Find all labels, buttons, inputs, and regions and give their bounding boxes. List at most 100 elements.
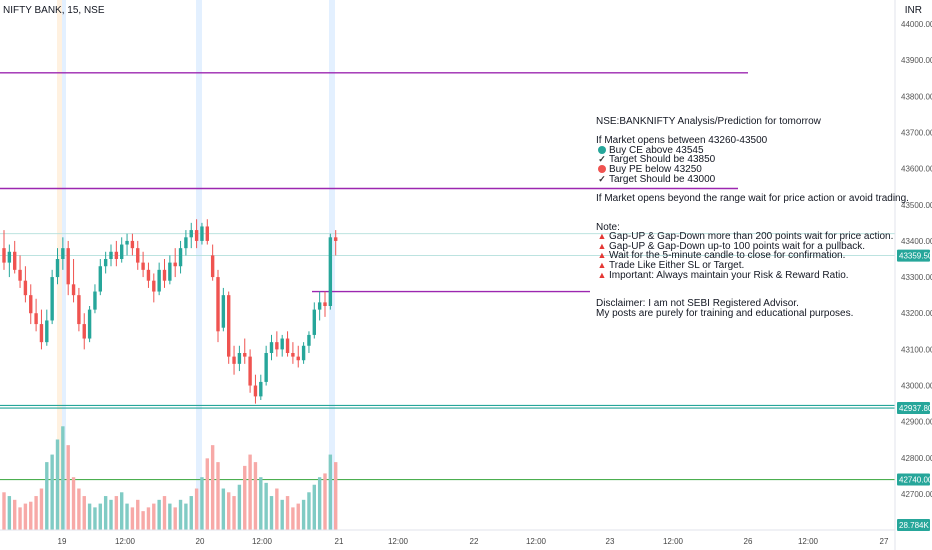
candle-body [66, 248, 70, 285]
candle-body [61, 248, 65, 259]
volume-bar [280, 499, 284, 530]
volume-bar [189, 496, 193, 530]
price-tick-label: 43500.00 [901, 201, 932, 210]
candle-body [243, 353, 247, 357]
volume-bar [210, 445, 215, 530]
volume-bar [120, 492, 124, 530]
volume-bar [317, 477, 322, 530]
price-tick-label: 42700.00 [901, 490, 932, 499]
volume-bar [93, 507, 97, 530]
volume-bar [82, 496, 86, 530]
volume-bar [205, 458, 209, 530]
candle-body [34, 313, 38, 325]
volume-bar [200, 477, 204, 530]
note-buy-ce: Buy CE above 43545 [596, 145, 909, 156]
time-tick-label: 27 [880, 537, 889, 546]
green-circle-icon [598, 145, 606, 154]
candle-body [248, 356, 252, 386]
warning-icon: ▲ [597, 250, 607, 261]
time-tick-label: 26 [744, 537, 753, 546]
candle-body [296, 356, 300, 361]
time-tick-label: 12:00 [388, 537, 409, 546]
volume-bar [34, 496, 38, 530]
note-item-1: ▲ Gap-UP & Gap-Down more than 200 points … [597, 231, 894, 243]
candle-body [114, 251, 119, 259]
candle-body [232, 356, 236, 364]
time-tick-label: 20 [196, 537, 205, 546]
volume-bar [232, 496, 236, 530]
candle-body [71, 284, 76, 296]
candle-body [334, 237, 338, 241]
price-tick-label: 42800.00 [901, 454, 932, 463]
candle-body [93, 291, 97, 310]
volume-bar [157, 499, 161, 530]
session-band [57, 0, 62, 530]
volume-bar [136, 499, 140, 530]
price-tick-label: 42900.00 [901, 418, 932, 427]
warning-icon: ▲ [597, 240, 607, 251]
volume-bar [178, 499, 183, 530]
volume-bar [275, 488, 279, 530]
candle-body [237, 353, 242, 364]
candle-body [168, 262, 172, 281]
volume-bar [152, 503, 156, 530]
volume-bar [173, 507, 177, 530]
price-tick-label: 44000.00 [901, 20, 932, 29]
candle-body [312, 309, 316, 335]
candle-body [275, 342, 279, 350]
price-tick-label: 43100.00 [901, 345, 932, 354]
volume-bar [291, 507, 295, 530]
volume-bar [323, 473, 327, 530]
candle-body [178, 248, 183, 267]
volume-bar [71, 477, 76, 530]
time-tick-label: 12:00 [663, 537, 684, 546]
volume-bar [168, 503, 172, 530]
candle-body [157, 269, 161, 292]
price-tick-label: 43900.00 [901, 56, 932, 65]
symbol-title: NIFTY BANK, 15, NSE [3, 5, 105, 16]
candle-body [23, 280, 28, 296]
volume-bar [29, 501, 33, 530]
candle-body [130, 240, 135, 249]
candle-body [13, 251, 17, 270]
candle-body [285, 338, 290, 353]
note-item-2: ▲ Gap-UP & Gap-Down up-to 100 points wait… [597, 240, 866, 252]
volume-bar [55, 439, 60, 530]
session-band [62, 0, 66, 530]
volume-bar [77, 488, 81, 530]
price-badge [897, 402, 930, 415]
candle-body [2, 248, 6, 263]
time-tick-label: 12:00 [115, 537, 136, 546]
candle-body [264, 353, 268, 382]
volume-bar [109, 499, 113, 530]
volume-bar [66, 445, 70, 530]
price-badge [897, 519, 930, 531]
candle-body [50, 277, 54, 321]
session-band [196, 0, 202, 530]
candle-body [317, 302, 322, 310]
time-tick-label: 19 [58, 537, 67, 546]
analysis-note: NSE:BANKNIFTY Analysis/Prediction for to… [596, 117, 909, 318]
candle-body [189, 230, 193, 238]
candle-body [55, 259, 60, 278]
price-tick-label: 43600.00 [901, 165, 932, 174]
candle-body [152, 280, 156, 292]
red-circle-icon [598, 164, 606, 173]
candle-body [7, 251, 12, 263]
volume-bar [98, 503, 102, 530]
volume-bar [216, 462, 220, 530]
volume-bar [141, 511, 145, 530]
candle-body [120, 244, 124, 259]
note-beyond: If Market opens beyond the range wait fo… [596, 192, 909, 204]
note-title: NSE:BANKNIFTY Analysis/Prediction for to… [596, 116, 821, 127]
volume-bar [130, 507, 135, 530]
candle-body [205, 226, 209, 241]
time-tick-label: 12:00 [526, 537, 547, 546]
price-tick-label: 43300.00 [901, 273, 932, 282]
candle-body [253, 385, 258, 397]
candle-body [194, 230, 199, 241]
volume-bar [312, 484, 316, 530]
candle-body [269, 342, 274, 353]
